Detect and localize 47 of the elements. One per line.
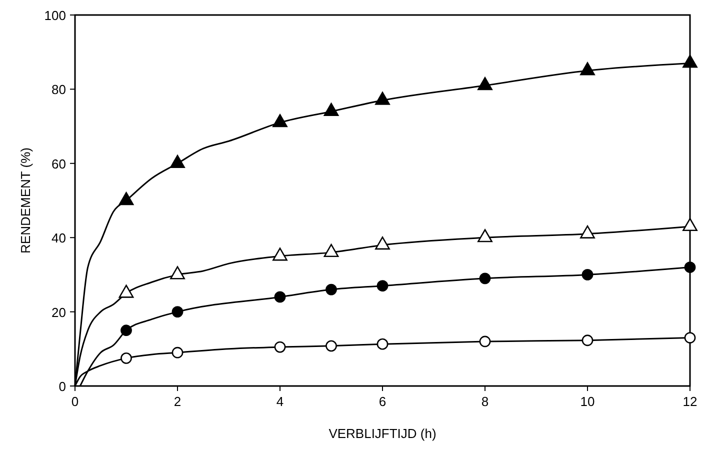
point: [326, 340, 337, 352]
y-tick-label: 100: [44, 8, 66, 23]
y-tick-label: 60: [52, 156, 66, 172]
point: [272, 248, 288, 261]
point: [478, 76, 492, 90]
point: [120, 352, 132, 364]
point: [120, 324, 132, 336]
y-tick-label: 40: [52, 230, 66, 246]
point: [375, 236, 390, 250]
point: [376, 280, 388, 292]
point: [682, 54, 698, 68]
point: [580, 225, 595, 238]
point: [272, 114, 288, 128]
x-tick-label: 6: [378, 394, 386, 409]
point: [170, 154, 185, 168]
point: [684, 262, 696, 273]
point: [682, 218, 698, 232]
point: [375, 92, 390, 105]
point: [324, 244, 339, 258]
x-tick-label: 12: [682, 394, 698, 409]
point: [478, 229, 492, 242]
point: [582, 269, 594, 280]
point: [479, 336, 491, 348]
y-tick-label: 0: [58, 379, 66, 394]
point: [326, 284, 337, 296]
point: [324, 102, 339, 116]
point: [274, 291, 286, 303]
point: [172, 346, 184, 358]
point: [479, 272, 491, 284]
x-axis-title: VERBLIJFTIJD (h): [328, 426, 436, 441]
y-axis-title: RENDEMENT (%): [18, 148, 33, 254]
point: [582, 334, 594, 346]
x-tick-label: 10: [580, 394, 595, 409]
y-tick-label: 80: [52, 82, 66, 98]
x-tick-label: 2: [174, 394, 182, 409]
point: [118, 192, 134, 206]
point: [170, 266, 185, 280]
x-tick-label: 0: [71, 394, 79, 409]
point: [580, 62, 595, 76]
x-tick-label: 8: [481, 394, 489, 409]
x-tick-label: 4: [276, 394, 284, 409]
point: [376, 338, 388, 350]
point: [274, 341, 286, 353]
y-tick-label: 20: [52, 304, 66, 320]
point: [684, 332, 696, 344]
point: [118, 284, 134, 298]
point: [172, 306, 184, 318]
